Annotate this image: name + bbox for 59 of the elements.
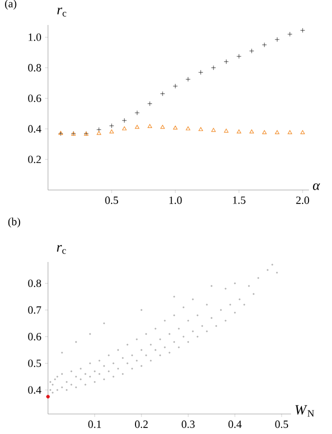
point [262, 42, 267, 48]
point [160, 124, 165, 129]
point [300, 28, 306, 33]
point [274, 130, 280, 134]
x-tick-label: 1.5 [233, 196, 246, 204]
x-tick-label: 0.4 [228, 420, 242, 428]
point [300, 130, 305, 134]
y-axis-title: r$_{c}$ [56, 245, 66, 254]
point [274, 37, 280, 42]
y-tick-label: 0.4 [28, 125, 42, 133]
chart-title: (b) [8, 218, 20, 228]
point [148, 124, 152, 128]
x-tick-label: 1.0 [169, 196, 182, 204]
point [160, 91, 165, 96]
point [96, 127, 102, 132]
point [249, 48, 254, 54]
x-tick-label: 0.5 [275, 420, 288, 428]
point [173, 126, 178, 130]
point [96, 130, 102, 135]
point [134, 110, 140, 116]
x-axis-title: α [312, 183, 320, 190]
x-tick-label: 0.5 [105, 196, 118, 204]
point [122, 126, 127, 130]
point [224, 59, 229, 64]
point [236, 129, 242, 134]
x-axis-title: W$_{N}$ [295, 405, 314, 417]
y-tick-label: 0.8 [28, 280, 42, 288]
point [224, 128, 228, 133]
point [186, 126, 190, 130]
point [134, 124, 140, 129]
x-tick-label: 0.1 [88, 420, 101, 428]
point [147, 101, 152, 106]
y-tick-label: 0.6 [28, 332, 42, 340]
point [198, 70, 204, 75]
x-tick-label: 2.0 [296, 196, 310, 204]
point [288, 130, 292, 134]
y-axis-title: r$_{c}$ [57, 8, 66, 17]
point [287, 32, 292, 37]
y-tick-label: 0.4 [28, 386, 42, 394]
chart-title: (a) [5, 0, 16, 10]
point [109, 129, 114, 134]
point [172, 84, 178, 89]
point [122, 118, 127, 123]
y-tick-label: 0.5 [28, 360, 42, 368]
y-tick-label: 0.7 [28, 306, 42, 314]
point [262, 130, 267, 134]
y-tick-label: 0.8 [28, 64, 42, 72]
x-tick-label: 0.2 [135, 420, 148, 428]
point [211, 65, 216, 70]
y-tick-label: 0.2 [28, 156, 41, 164]
y-tick-label: 1.0 [28, 34, 42, 41]
point [211, 128, 216, 132]
point [109, 123, 114, 128]
point [198, 127, 203, 132]
point [236, 54, 242, 59]
y-tick-label: 0.6 [28, 94, 42, 102]
point [186, 76, 190, 82]
x-tick-label: 0.3 [182, 420, 195, 428]
point [249, 129, 254, 134]
